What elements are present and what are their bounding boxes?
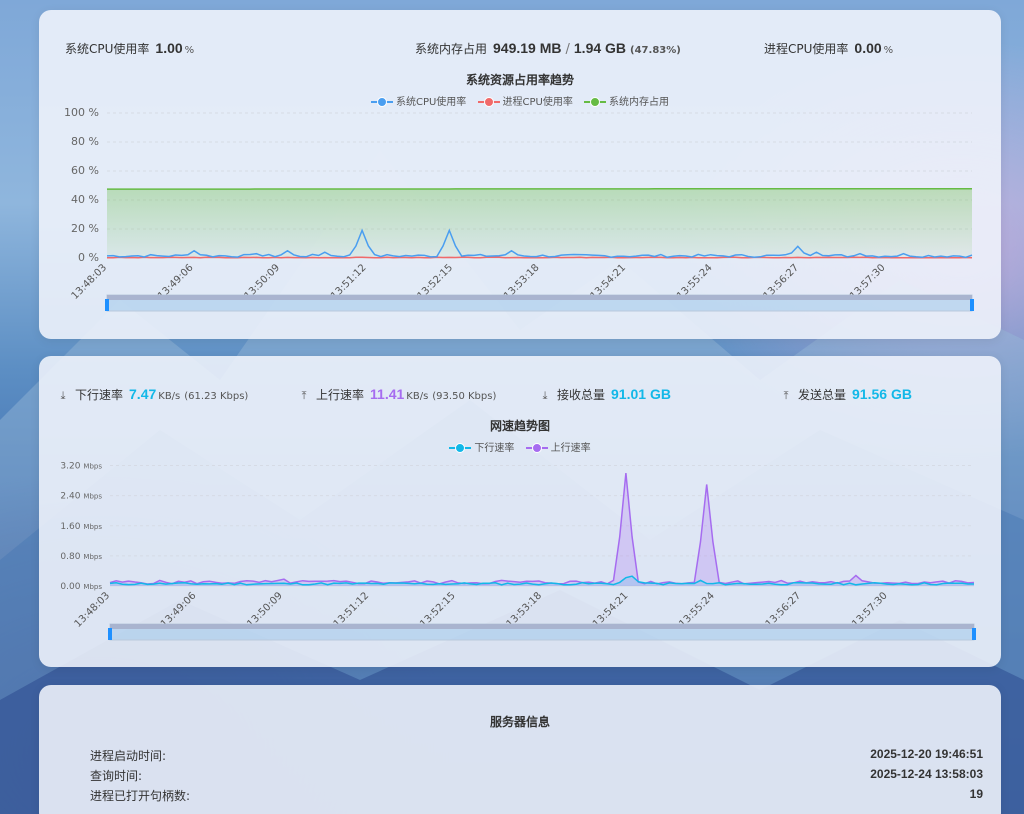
resource-chart: 0 %20 %40 %60 %80 %100 %13:48:03 13:49:06…: [64, 106, 974, 312]
proc-cpu-unit: %: [883, 45, 894, 56]
zoom-handle-right: [972, 628, 976, 640]
legend-label-up: 上行速率: [550, 443, 591, 454]
mem-area: [107, 188, 972, 258]
proc-cpu-line: [107, 256, 973, 259]
sys-cpu-line: [106, 228, 973, 259]
mem-total: 1.94 GB: [573, 40, 627, 56]
network-chart: 0.00 Mbps 0.80 Mbps 1.60 Mbps 2.40 Mbps 3.20 Mbps…: [60, 462, 976, 641]
down-label: 下行速率: [75, 388, 124, 402]
down-speed-line: [109, 575, 974, 586]
up-unit: KB/s: [406, 391, 429, 402]
mem-percent: (47.83%): [630, 45, 681, 56]
sys-cpu-label: 系统CPU使用率: [65, 42, 150, 56]
y-tick-label: 0 %: [78, 251, 99, 264]
zoom-slider-bar: [110, 624, 974, 629]
recv-value: 91.01 GB: [611, 386, 671, 402]
x-tick-label: 13:48:03: [73, 590, 113, 630]
y-tick-label: 100 %: [64, 106, 99, 119]
proc-cpu-label: 进程CPU使用率: [764, 42, 849, 56]
network-chart-title: 网速趋势图: [489, 419, 550, 433]
y-tick-label: 80 %: [71, 135, 99, 148]
y-tick-label: 40 %: [71, 193, 99, 206]
network-card: ⤓ 下行速率 7.47 KB/s (61.23 Kbps) ⤒ 上行速率 11.41 KB/s…: [39, 356, 1001, 667]
handles-label: 进程已打开句柄数:: [90, 789, 191, 803]
sent-total-stat: ⤒ 发送总量 91.56 GB: [780, 386, 912, 403]
zoom-handle-left: [108, 628, 112, 640]
network-legend: 下行速率 上行速率: [39, 439, 1001, 454]
y-tick-label: 60 %: [71, 164, 99, 177]
sys-cpu-unit: %: [184, 45, 195, 56]
down-kbps: (61.23 Kbps): [184, 391, 249, 402]
mem-used: 949.19 MB: [493, 40, 562, 56]
recv-label: 接收总量: [557, 388, 606, 402]
down-speed-stat: ⤓ 下行速率 7.47 KB/s (61.23 Kbps): [57, 386, 249, 403]
resource-chart-title: 系统资源占用率趋势: [465, 73, 574, 87]
server-info-title: 服务器信息: [489, 715, 550, 729]
handles-value: 19: [969, 787, 983, 801]
legend-label-down: 下行速率: [474, 443, 515, 454]
recv-total-stat: ⤓ 接收总量 91.01 GB: [539, 386, 671, 403]
legend-label-mem: 系统内存占用: [609, 97, 670, 108]
sys-cpu-value: 1.00: [155, 40, 183, 56]
up-value: 11.41: [370, 386, 405, 402]
proc-cpu-value: 0.00: [854, 40, 882, 56]
download-icon: ⤓: [60, 389, 66, 402]
y-tick-label: 2.40 Mbps: [60, 492, 102, 502]
download-total-icon: ⤓: [542, 389, 548, 402]
y-tick-label: 0.00 Mbps: [60, 582, 102, 592]
legend-label-proc-cpu: 进程CPU使用率: [502, 97, 573, 108]
resource-legend: 系统CPU使用率 进程CPU使用率 系统内存占用: [39, 93, 1001, 108]
query-time-value: 2025-12-24 13:58:03: [870, 767, 983, 781]
upload-icon: ⤒: [301, 389, 307, 402]
zoom-handle-right: [970, 299, 974, 311]
mem-separator: /: [565, 42, 570, 57]
y-tick-label: 20 %: [71, 222, 99, 235]
sent-value: 91.56 GB: [852, 386, 912, 402]
up-label: 上行速率: [316, 388, 365, 402]
legend-item-down[interactable]: 下行速率: [449, 439, 514, 454]
legend-item-mem[interactable]: 系统内存占用: [584, 93, 669, 108]
y-tick-label: 0.80 Mbps: [60, 552, 102, 562]
query-time-label: 查询时间:: [90, 769, 143, 783]
mem-stat: 系统内存占用 949.19 MB/1.94 GB (47.83%): [415, 40, 681, 57]
start-time-label: 进程启动时间:: [90, 749, 167, 763]
proc-cpu-stat: 进程CPU使用率 0.00%: [764, 40, 893, 57]
upload-total-icon: ⤒: [783, 389, 789, 402]
y-tick-label: 3.20 Mbps: [60, 462, 102, 472]
mem-label: 系统内存占用: [415, 42, 488, 56]
legend-item-proc-cpu[interactable]: 进程CPU使用率: [477, 93, 573, 108]
resource-card: 系统CPU使用率 1.00% 系统内存占用 949.19 MB/1.94 GB (47…: [39, 10, 1001, 339]
down-speed-area: [110, 576, 974, 586]
x-tick-label: 13:48:03: [70, 262, 110, 302]
zoom-slider-bar: [107, 295, 972, 300]
sys-cpu-stat: 系统CPU使用率 1.00%: [65, 40, 194, 57]
up-speed-stat: ⤒ 上行速率 11.41 KB/s (93.50 Kbps): [298, 386, 497, 403]
y-tick-label: 1.60 Mbps: [60, 522, 102, 532]
up-kbps: (93.50 Kbps): [432, 391, 497, 402]
up-speed-area: [110, 473, 974, 586]
legend-item-up[interactable]: 上行速率: [525, 439, 591, 454]
zoom-handle-left: [105, 299, 109, 311]
start-time-value: 2025-12-20 19:46:51: [870, 747, 983, 761]
server-info-card: 服务器信息 进程启动时间: 2025-12-20 19:46:51 查询时间: …: [39, 685, 1001, 814]
down-value: 7.47: [129, 386, 157, 402]
legend-label-sys-cpu: 系统CPU使用率: [395, 97, 467, 108]
legend-item-sys-cpu[interactable]: 系统CPU使用率: [370, 93, 467, 108]
down-unit: KB/s: [158, 391, 181, 402]
up-speed-line: [109, 473, 975, 585]
sent-label: 发送总量: [798, 388, 847, 402]
